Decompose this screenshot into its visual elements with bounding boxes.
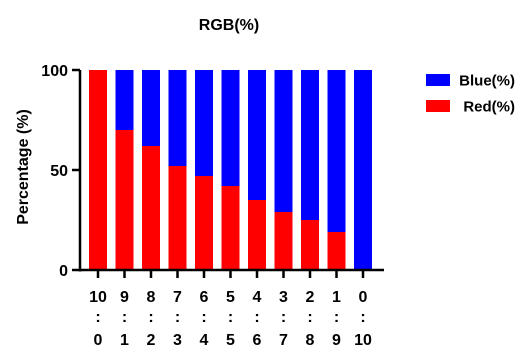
- y-tick-label-100: 100: [41, 63, 68, 80]
- x-tick-label-7-top: 3: [279, 289, 288, 306]
- x-tick-label-3-bottom: 3: [173, 332, 182, 349]
- x-tick-label-1-bottom: 1: [120, 332, 129, 349]
- bar-blue-5: [221, 70, 240, 186]
- x-tick-label-8-top: 2: [306, 289, 315, 306]
- bar-red-5: [221, 186, 240, 270]
- bar-red-1: [115, 130, 134, 270]
- bar-blue-9: [327, 70, 346, 232]
- bar-blue-8: [301, 70, 319, 220]
- bar-blue-6: [248, 70, 266, 200]
- bar-red-3: [168, 166, 187, 270]
- bar-red-8: [301, 220, 319, 270]
- bar-blue-10: [354, 70, 372, 270]
- bar-blue-3: [168, 70, 187, 166]
- x-tick-label-9-sep: :: [334, 309, 339, 326]
- x-tick-label-1-sep: :: [122, 309, 127, 326]
- legend-label-blue: Blue(%): [459, 73, 515, 90]
- x-tick-label-2-sep: :: [148, 309, 153, 326]
- x-tick-label-7-bottom: 7: [279, 332, 288, 349]
- x-tick-label-3-top: 7: [173, 289, 182, 306]
- chart-title: RGB(%): [199, 17, 259, 34]
- legend-swatch-blue: [426, 74, 450, 86]
- x-tick-label-9-bottom: 9: [332, 332, 341, 349]
- x-tick-label-4-sep: :: [201, 309, 206, 326]
- legend-label-red: Red(%): [463, 99, 515, 116]
- x-tick-label-0-top: 10: [89, 289, 107, 306]
- bar-red-4: [195, 176, 213, 270]
- x-tick-label-5-sep: :: [228, 309, 233, 326]
- x-tick-label-3-sep: :: [175, 309, 180, 326]
- x-tick-label-1-top: 9: [120, 289, 129, 306]
- bars-group: [89, 70, 372, 270]
- x-tick-label-7-sep: :: [281, 309, 286, 326]
- bar-red-9: [327, 232, 346, 270]
- legend: Blue(%) Red(%): [426, 73, 515, 116]
- axes-group: 05010010:09:18:27:36:45:54:63:72:81:90:1…: [41, 63, 384, 349]
- x-tick-label-2-bottom: 2: [147, 332, 156, 349]
- y-tick-label-50: 50: [50, 163, 68, 180]
- x-tick-label-8-sep: :: [307, 309, 312, 326]
- x-tick-label-9-top: 1: [332, 289, 341, 306]
- bar-blue-4: [195, 70, 213, 176]
- x-tick-label-10-bottom: 10: [354, 332, 372, 349]
- bar-red-2: [142, 146, 160, 270]
- bar-blue-1: [115, 70, 134, 130]
- x-tick-label-0-sep: :: [95, 309, 100, 326]
- x-tick-label-5-top: 5: [226, 289, 235, 306]
- x-tick-label-10-sep: :: [360, 309, 365, 326]
- x-tick-label-2-top: 8: [147, 289, 156, 306]
- bar-red-6: [248, 200, 266, 270]
- x-tick-label-5-bottom: 5: [226, 332, 235, 349]
- bar-red-0: [89, 70, 107, 270]
- bar-red-7: [274, 212, 293, 270]
- x-tick-label-6-bottom: 6: [253, 332, 262, 349]
- legend-swatch-red: [426, 100, 450, 112]
- x-tick-label-6-top: 4: [253, 289, 262, 306]
- y-tick-label-0: 0: [59, 263, 68, 280]
- x-tick-label-0-bottom: 0: [94, 332, 103, 349]
- x-tick-label-10-top: 0: [359, 289, 368, 306]
- x-tick-label-6-sep: :: [254, 309, 259, 326]
- y-axis-label: Percentage (%): [15, 109, 32, 225]
- bar-blue-2: [142, 70, 160, 146]
- x-tick-label-4-top: 6: [200, 289, 209, 306]
- x-tick-label-4-bottom: 4: [200, 332, 209, 349]
- x-tick-label-8-bottom: 8: [306, 332, 315, 349]
- bar-blue-7: [274, 70, 293, 212]
